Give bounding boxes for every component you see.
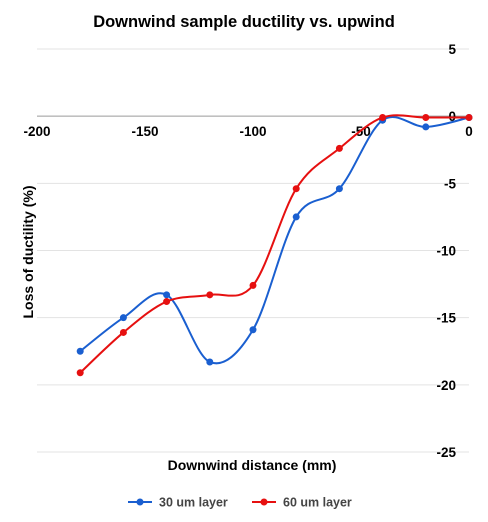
x-tick-label-0: -200: [23, 124, 50, 139]
series-layer: [76, 114, 473, 377]
data-point-1-5: [292, 185, 300, 193]
chart-title: Downwind sample ductility vs. upwind: [93, 13, 395, 31]
y-axis-title: Loss of ductility (%): [20, 186, 36, 319]
gridlines: [37, 48, 469, 453]
y-tick-label-2: -5: [444, 176, 456, 191]
data-point-1-8: [422, 114, 430, 122]
data-point-1-2: [163, 298, 171, 306]
data-point-0-6: [335, 185, 343, 193]
y-tick-label-5: -20: [436, 378, 456, 393]
data-point-0-2: [163, 291, 171, 299]
x-axis-ticks: -200 -150 -100 -50 0: [23, 124, 472, 139]
data-point-1-0: [76, 369, 84, 377]
data-point-0-5: [292, 213, 300, 221]
x-tick-label-4: 0: [465, 124, 473, 139]
y-axis-ticks: 50-5-10-15-20-25: [436, 42, 456, 460]
data-point-1-4: [249, 281, 257, 289]
data-point-1-7: [379, 114, 387, 122]
y-tick-label-6: -25: [436, 445, 456, 460]
legend-marker-0: [136, 498, 144, 506]
legend-label-1: 60 um layer: [283, 496, 352, 510]
legend-label-0: 30 um layer: [159, 496, 228, 510]
x-tick-label-2: -100: [239, 124, 266, 139]
data-point-0-1: [119, 314, 127, 322]
data-point-1-6: [335, 144, 343, 152]
data-point-0-8: [422, 123, 430, 131]
x-axis-title: Downwind distance (mm): [168, 457, 337, 473]
y-tick-label-4: -15: [436, 311, 456, 326]
y-tick-label-0: 5: [448, 42, 456, 57]
y-tick-label-3: -10: [436, 244, 456, 259]
data-point-1-3: [206, 291, 214, 299]
data-point-0-3: [206, 358, 214, 366]
data-point-1-1: [119, 328, 127, 336]
legend: 30 um layer 60 um layer: [128, 496, 352, 510]
series-line-1: [79, 114, 469, 374]
series-line-0: [79, 115, 470, 365]
data-point-0-4: [249, 326, 257, 334]
data-point-1-9: [465, 114, 473, 122]
x-tick-label-1: -150: [131, 124, 158, 139]
data-point-0-0: [76, 347, 84, 355]
legend-marker-1: [260, 498, 268, 506]
